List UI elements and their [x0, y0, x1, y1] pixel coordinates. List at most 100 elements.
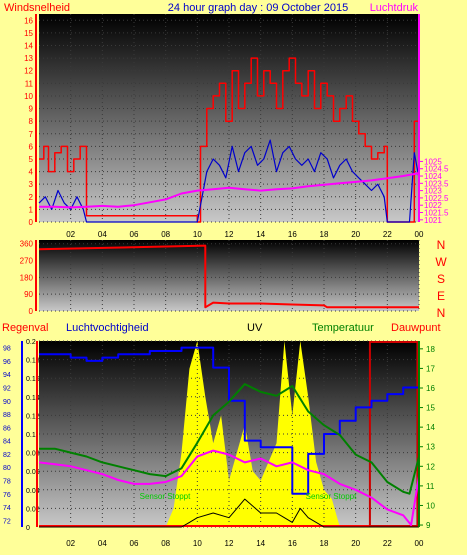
legend-temperature: Temperatuur: [312, 322, 374, 334]
wind-y-tick: 5: [29, 155, 34, 164]
uv-y-tick: 0.16: [26, 376, 40, 383]
humidity-y-tick: 78: [3, 479, 11, 486]
uv-y-tick: 0.12: [26, 413, 40, 420]
temperature-y-tick: 11: [426, 482, 435, 491]
wind-x-tick: 20: [351, 230, 360, 239]
pressure-y-tick: 1023.5: [424, 179, 449, 188]
uv-y-tick: 0.02: [26, 506, 40, 513]
temperature-y-tick: 12: [426, 462, 435, 471]
humidity-y-tick: 98: [3, 346, 11, 353]
uv-y-tick: 0.04: [26, 488, 40, 495]
uv-y-tick: 0.2: [26, 339, 36, 346]
wind-x-tick: 12: [225, 230, 234, 239]
humidity-y-tick: 90: [3, 399, 11, 406]
pressure-y-tick: 1022.5: [424, 194, 449, 203]
pressure-axis-title: Luchtdruk: [370, 2, 419, 14]
wind-axis-title: Windsnelheid: [4, 2, 70, 14]
wind-y-tick: 15: [24, 29, 33, 38]
wind-y-tick: 9: [29, 105, 34, 114]
wind-direction-line: [38, 244, 419, 309]
compass-w: W: [435, 255, 447, 269]
wind-speed-line: [39, 57, 420, 223]
humidity-y-tick: 72: [3, 518, 11, 525]
pressure-y-tick: 1021.5: [424, 209, 449, 218]
humidity-y-tick: 80: [3, 465, 11, 472]
sensor-stop-right-annotation: Sensor Stoppt: [306, 492, 357, 501]
compass-n-bottom: N: [437, 306, 446, 320]
temperature-y-tick: 15: [426, 404, 435, 413]
wind-x-tick: 02: [66, 230, 75, 239]
temperature-y-tick: 13: [426, 443, 435, 452]
climate-x-tick: 10: [193, 539, 202, 548]
uv-line: [39, 498, 419, 528]
climate-x-tick: 22: [383, 539, 392, 548]
wind-x-tick: 22: [383, 230, 392, 239]
pressure-y-tick: 1023: [424, 187, 442, 196]
wind-y-tick: 11: [25, 79, 34, 88]
wind-y-tick: 0: [29, 218, 34, 227]
wind-y-tick: 2: [29, 193, 34, 202]
pressure-y-tick: 1025: [424, 157, 442, 166]
humidity-y-tick: 74: [3, 505, 11, 512]
wind-x-tick: 18: [320, 230, 329, 239]
humidity-y-tick: 96: [3, 359, 11, 366]
humidity-line: [39, 346, 420, 495]
direction-y-tick: 180: [20, 273, 34, 282]
legend-dewpoint: Dauwpunt: [391, 322, 441, 334]
wind-y-tick: 12: [24, 67, 33, 76]
wind-x-tick: 06: [130, 230, 139, 239]
direction-y-tick: 0: [29, 307, 34, 316]
climate-x-tick: 18: [320, 539, 329, 548]
direction-y-tick: 90: [24, 290, 33, 299]
compass-n-top: N: [437, 238, 446, 252]
wind-y-tick: 1: [29, 205, 34, 214]
climate-x-tick: 00: [415, 539, 424, 548]
humidity-y-tick: 82: [3, 452, 11, 459]
climate-x-tick: 06: [130, 539, 139, 548]
climate-x-tick: 14: [256, 539, 265, 548]
compass-e: E: [437, 289, 445, 303]
uv-y-tick: 0.08: [26, 451, 40, 458]
climate-x-tick: 02: [66, 539, 75, 548]
wind-x-tick: 14: [256, 230, 265, 239]
climate-x-tick: 12: [225, 539, 234, 548]
wind-y-tick: 14: [24, 42, 33, 51]
wind-y-tick: 6: [29, 142, 34, 151]
uv-y-tick: 0.18: [26, 358, 40, 365]
temperature-y-tick: 14: [426, 423, 435, 432]
wind-y-tick: 13: [24, 54, 33, 63]
wind-y-tick: 8: [29, 117, 34, 126]
wind-x-tick: 04: [98, 230, 107, 239]
chart-title: 24 hour graph day : 09 October 2015: [168, 2, 348, 14]
wind-y-tick: 10: [24, 92, 33, 101]
legend-humidity: Luchtvochtigheid: [66, 322, 149, 334]
wind-x-tick: 00: [415, 230, 424, 239]
pressure-y-tick: 1024.5: [424, 165, 449, 174]
sensor-stop-left-annotation: Sensor Stoppt: [140, 492, 191, 501]
temperature-y-tick: 16: [426, 384, 435, 393]
pressure-line: [39, 172, 420, 209]
temperature-y-tick: 9: [426, 521, 431, 530]
legend-rain: Regenval: [2, 322, 48, 334]
wind-x-tick: 08: [161, 230, 170, 239]
climate-x-tick: 20: [351, 539, 360, 548]
temperature-y-tick: 17: [426, 364, 435, 373]
wind-y-tick: 16: [24, 16, 33, 25]
humidity-y-tick: 92: [3, 386, 11, 393]
temperature-y-tick: 18: [426, 345, 435, 354]
uv-y-tick: 0.06: [26, 469, 40, 476]
pressure-y-tick: 1021: [424, 216, 442, 225]
pressure-y-tick: 1024: [424, 172, 442, 181]
humidity-y-tick: 76: [3, 492, 11, 499]
humidity-y-tick: 86: [3, 425, 11, 432]
uv-y-tick: 0: [26, 525, 30, 532]
humidity-y-tick: 88: [3, 412, 11, 419]
dewpoint-line: [38, 449, 420, 526]
direction-y-tick: 270: [20, 257, 34, 266]
wind-y-tick: 7: [29, 130, 34, 139]
climate-x-tick: 16: [288, 539, 297, 548]
pressure-y-tick: 1022: [424, 201, 442, 210]
temperature-y-tick: 10: [426, 501, 435, 510]
temperature-line: [39, 383, 420, 495]
